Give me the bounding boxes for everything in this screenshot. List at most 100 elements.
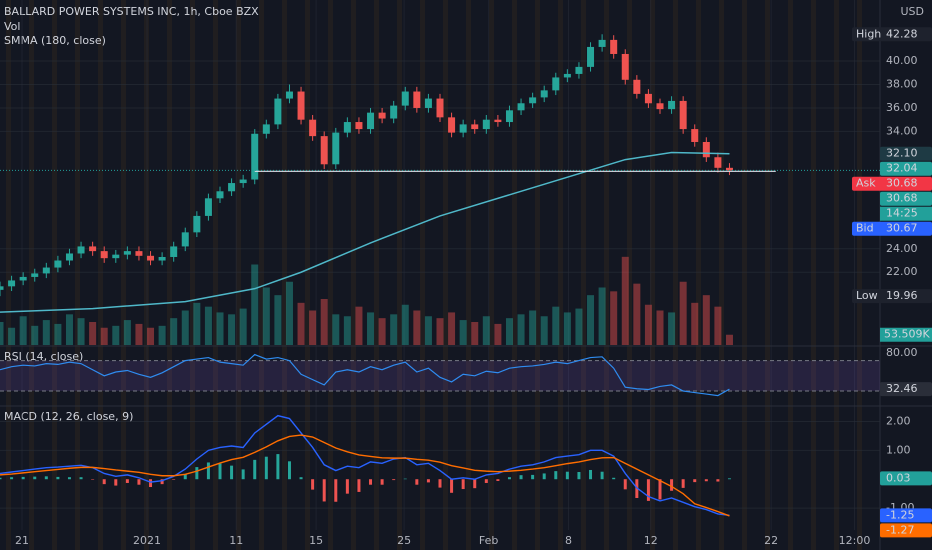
macd-line (0, 414, 730, 517)
candle-body (147, 255, 155, 261)
volume-bar (668, 312, 676, 345)
volume-bar (0, 322, 4, 345)
smma-legend: SMMA (180, close) (4, 34, 106, 47)
volume-bar (459, 320, 467, 345)
histogram-bar (415, 479, 419, 485)
histogram-bar (670, 479, 674, 491)
histogram-bar (345, 479, 349, 494)
macd-line (0, 434, 730, 517)
volume-bar (112, 325, 120, 345)
volume-bar (309, 310, 317, 345)
candle-body (42, 267, 50, 274)
price-tag-label: 32.10 (886, 147, 918, 160)
price-tag (880, 508, 932, 523)
price-tag-label: 30.68 (886, 192, 918, 205)
histogram-bar (461, 479, 465, 490)
candle-body (135, 251, 143, 256)
y-tick-label: 1.00 (886, 443, 911, 456)
candle-body (239, 179, 247, 184)
session-band (374, 0, 379, 550)
candle-body (100, 251, 108, 259)
volume-bar (610, 291, 618, 345)
volume-bar (181, 310, 189, 345)
histogram-bar (0, 477, 2, 480)
candle-body (123, 251, 131, 255)
price-tag (880, 382, 932, 397)
volume-bar (702, 295, 710, 345)
session-band (144, 0, 149, 550)
session-band (351, 0, 356, 550)
histogram-bar (600, 471, 604, 480)
histogram-bar (137, 479, 141, 485)
volume-bar (679, 281, 687, 345)
candle-body (0, 286, 4, 290)
volume-bar (320, 299, 328, 345)
volume-bar (89, 322, 97, 345)
volume-bar (621, 256, 629, 345)
price-tag-label: 30.68 (886, 177, 918, 190)
candle-body (725, 167, 733, 171)
volume-bar (332, 314, 340, 345)
macd-legend: MACD (12, 26, close, 9) (4, 410, 133, 423)
x-tick-label: Feb (479, 534, 498, 547)
price-tag-label: 19.96 (886, 289, 918, 302)
histogram-bar (519, 475, 523, 480)
volume-bar (355, 306, 363, 345)
session-band (167, 0, 172, 550)
session-band (305, 0, 310, 550)
volume-tag-label: 53.509K (884, 328, 930, 341)
histogram-bar (658, 479, 662, 500)
x-tick-label: 12 (644, 534, 658, 547)
x-tick-label: 11 (229, 534, 243, 547)
rsi-line (0, 353, 730, 397)
price-tag-label: 30.67 (886, 222, 918, 235)
price-tag (852, 289, 932, 304)
histogram-bar (542, 473, 546, 480)
price-tag-label: -1.25 (886, 508, 914, 521)
histogram-bar (311, 479, 315, 490)
countdown-tag (880, 206, 932, 221)
session-band (397, 0, 402, 550)
histogram-bar (681, 479, 685, 488)
candle-body (54, 260, 62, 268)
candle-body (216, 191, 224, 199)
session-band (466, 0, 471, 550)
volume-bar (77, 318, 85, 345)
volume-bar (19, 316, 27, 345)
volume-bar (343, 316, 351, 345)
histogram-bar (380, 479, 384, 485)
volume-bar (529, 310, 537, 345)
histogram-bar (589, 469, 593, 480)
candle-body (89, 246, 97, 252)
session-band (581, 0, 586, 550)
price-tag-name: High (856, 27, 881, 40)
price-tag-name: Low (856, 289, 878, 302)
volume-legend: Vol (4, 20, 20, 33)
volume-bar (251, 264, 259, 345)
volume-bar (563, 312, 571, 345)
volume-bar (239, 308, 247, 345)
histogram-bar (44, 476, 48, 480)
volume-bar (424, 316, 432, 345)
volume-bar (725, 334, 733, 345)
candle-body (378, 112, 386, 119)
candle-body (563, 73, 571, 78)
candle-body (262, 124, 270, 134)
price-tag (880, 146, 932, 161)
histogram-bar (727, 478, 731, 480)
candle-body (668, 100, 676, 110)
volume-bar (274, 295, 282, 345)
histogram-bar (172, 479, 176, 480)
histogram-bar (91, 479, 95, 480)
volume-bar (54, 323, 62, 345)
histogram-bar (183, 474, 187, 480)
histogram-bar (484, 479, 488, 483)
volume-bar (540, 316, 548, 345)
histogram-bar (565, 471, 569, 480)
candle-body (529, 97, 537, 104)
volume-bar (204, 306, 212, 345)
x-tick-label: 25 (397, 534, 411, 547)
candle-body (181, 232, 189, 247)
price-tag-label: 0.03 (886, 471, 911, 484)
